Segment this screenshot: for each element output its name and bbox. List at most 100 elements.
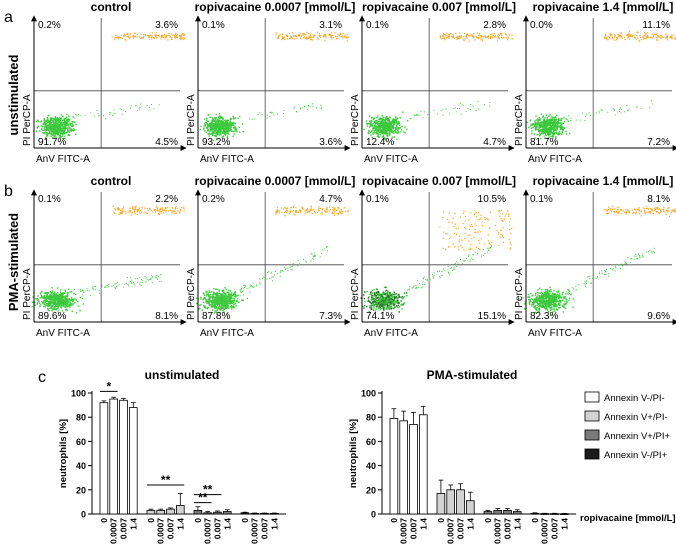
flow-dot bbox=[381, 125, 383, 127]
flow-dot bbox=[217, 121, 219, 123]
flow-dot bbox=[214, 307, 216, 309]
flow-dot bbox=[382, 133, 384, 135]
flow-dot bbox=[43, 129, 46, 131]
flow-dot bbox=[221, 131, 224, 133]
flow-dot bbox=[414, 114, 416, 116]
flow-dot bbox=[181, 206, 183, 209]
flow-dot bbox=[374, 124, 376, 126]
flow-dot bbox=[53, 130, 55, 133]
flow-dot bbox=[61, 310, 64, 312]
flow-dot bbox=[134, 209, 136, 211]
flow-dot bbox=[147, 34, 149, 37]
flow-dot bbox=[384, 299, 386, 301]
flow-dot bbox=[40, 296, 43, 299]
flow-dot bbox=[217, 122, 220, 124]
flow-dot bbox=[270, 111, 272, 113]
flow-dot bbox=[397, 123, 400, 125]
flow-dot bbox=[208, 135, 210, 137]
flow-dot bbox=[373, 121, 375, 123]
flow-dot bbox=[94, 289, 96, 291]
flow-dot bbox=[411, 287, 413, 289]
flow-dot bbox=[379, 307, 381, 309]
flow-dot bbox=[117, 281, 119, 283]
flow-dot bbox=[295, 34, 297, 37]
flow-dot bbox=[39, 297, 41, 299]
flow-dot bbox=[387, 124, 390, 126]
flow-dot bbox=[50, 129, 52, 131]
flow-dot bbox=[220, 306, 222, 309]
flow-dot bbox=[319, 256, 321, 258]
flow-dot bbox=[381, 303, 384, 306]
flow-dot bbox=[46, 132, 48, 134]
flow-dot bbox=[140, 103, 142, 105]
flow-dot bbox=[469, 259, 471, 261]
flow-dot bbox=[316, 107, 318, 109]
flow-dot bbox=[385, 119, 387, 121]
flow-dot bbox=[52, 134, 54, 137]
flow-dot bbox=[69, 302, 72, 304]
flow-dot bbox=[389, 128, 391, 130]
flow-dot bbox=[537, 133, 539, 136]
flow-dot bbox=[159, 211, 162, 213]
flow-dot bbox=[216, 302, 218, 305]
flow-dot bbox=[224, 123, 226, 125]
flow-dot bbox=[156, 278, 158, 280]
flow-dot bbox=[69, 124, 72, 126]
flow-dot bbox=[225, 126, 227, 128]
flow-dot bbox=[339, 210, 341, 212]
flow-dot bbox=[423, 284, 425, 286]
flow-dot bbox=[231, 294, 234, 296]
flow-dot bbox=[453, 263, 455, 265]
flow-dot bbox=[463, 39, 465, 42]
flow-dot bbox=[139, 282, 141, 284]
flow-dot bbox=[561, 122, 563, 124]
flow-dot bbox=[379, 308, 382, 311]
flow-dot bbox=[496, 39, 498, 41]
flow-dot bbox=[444, 270, 446, 272]
flow-dot bbox=[376, 132, 379, 135]
flow-dot bbox=[371, 124, 373, 126]
flow-dot bbox=[51, 302, 53, 304]
flow-dot bbox=[491, 245, 493, 247]
flow-dot bbox=[71, 129, 74, 131]
flow-dot bbox=[459, 35, 461, 37]
flow-dot bbox=[289, 267, 291, 269]
flow-dot bbox=[117, 36, 119, 39]
flow-dot bbox=[396, 125, 398, 128]
flow-dot bbox=[442, 33, 445, 35]
flow-dot bbox=[551, 135, 554, 138]
flow-dot bbox=[389, 125, 391, 128]
flow-dot bbox=[552, 134, 554, 137]
flow-dot bbox=[385, 122, 388, 124]
flow-dot bbox=[167, 206, 169, 209]
flow-dot bbox=[466, 33, 469, 35]
flow-dot bbox=[390, 130, 393, 132]
flow-dot bbox=[65, 116, 68, 119]
flow-dot bbox=[50, 292, 52, 294]
flow-dot bbox=[384, 294, 386, 296]
flow-dot bbox=[611, 38, 613, 40]
flow-dot bbox=[378, 120, 380, 123]
flow-dot bbox=[206, 299, 208, 301]
flow-dot bbox=[526, 121, 529, 124]
flow-dot bbox=[647, 35, 649, 37]
flow-dot bbox=[72, 303, 74, 305]
flow-dot bbox=[54, 132, 57, 134]
flow-dot bbox=[294, 210, 297, 212]
flow-plot-unstim-1: ropivacaine 0.0007 [mmol/L]0.1% 3.1%93.2%… bbox=[186, 0, 355, 165]
flow-dot bbox=[40, 120, 43, 122]
flow-dot bbox=[544, 119, 546, 122]
flow-dot bbox=[324, 39, 326, 42]
flow-dot bbox=[214, 293, 216, 296]
flow-dot bbox=[337, 33, 339, 35]
flow-dot bbox=[43, 119, 46, 121]
flow-dot bbox=[223, 311, 225, 313]
flow-dot bbox=[213, 124, 215, 126]
flow-dot bbox=[43, 125, 46, 128]
flow-dot bbox=[306, 208, 309, 210]
flow-dot bbox=[388, 127, 390, 129]
flow-dot bbox=[222, 118, 225, 120]
flow-dot bbox=[49, 121, 51, 124]
flow-dot bbox=[589, 114, 591, 116]
